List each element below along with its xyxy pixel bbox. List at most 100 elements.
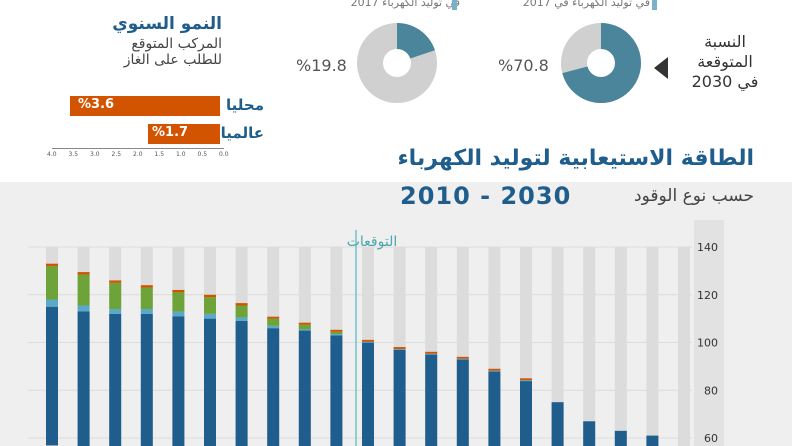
background-bar (583, 247, 596, 446)
bar-segment (235, 305, 248, 318)
bar-segment-blue (456, 359, 469, 446)
growth-axis-tick: 0.5 (197, 151, 208, 158)
global-growth-label: عالميا (220, 124, 264, 142)
gas-growth-heading: النمو السنوي المركب المتوقع للطلب على ال… (80, 14, 222, 68)
y-tick-label: 120 (697, 289, 718, 302)
global-growth-bar (148, 124, 220, 144)
bar-segment-blue (646, 435, 659, 446)
donut-left-arc (357, 23, 437, 103)
bar-segment-blue (204, 318, 216, 446)
bar-segment (330, 329, 343, 332)
bar-segment-blue (330, 335, 343, 446)
bar-segment (520, 380, 532, 382)
bar-segment-blue (614, 430, 627, 446)
background-bar (614, 247, 627, 446)
growth-axis-tick: 3.0 (90, 151, 100, 158)
bar-segment (330, 334, 343, 336)
y-axis-strip (694, 220, 724, 446)
forecast-label: التوقعات (347, 234, 398, 250)
domestic-growth-bar (70, 96, 220, 116)
gas-growth-title: النمو السنوي (112, 14, 222, 34)
chart-subtitle: حسب نوع الوقود (634, 186, 754, 206)
growth-axis-tick: 4.0 (47, 151, 57, 158)
bar-segment-blue (298, 330, 311, 446)
growth-axis-tick: 1.5 (154, 151, 165, 158)
bar-segment-blue (362, 342, 374, 446)
chart-years: 2010 - 2030 (400, 182, 572, 210)
bar-segment (140, 309, 153, 314)
domestic-growth-label: محليا (226, 96, 264, 114)
bar-segment (140, 287, 153, 310)
bar-segment (109, 282, 122, 310)
bar-segment-blue (425, 354, 438, 446)
bar-segment (330, 331, 343, 335)
bar-segment (46, 266, 58, 300)
bar-segment (456, 358, 469, 360)
gas-growth-subtitle2: للطلب على الغاز (123, 52, 222, 68)
y-tick-label: 60 (704, 432, 718, 445)
bar-segment (393, 348, 406, 350)
bar-segment (46, 299, 58, 307)
bar-segment (204, 313, 216, 319)
growth-axis-tick: 1.0 (176, 151, 186, 158)
projected-line2: المتوقعة (697, 52, 753, 71)
projected-line3: في 2030 (691, 72, 759, 91)
growth-axis-tick: 2.5 (111, 151, 122, 158)
bar-segment (488, 368, 501, 371)
bar-segment (362, 341, 374, 343)
bar-segment (267, 316, 280, 319)
bar-segment (298, 322, 311, 325)
bar-segment-blue (77, 311, 90, 446)
bar-segment (172, 289, 185, 293)
bar-segment (140, 285, 153, 288)
y-tick-label: 80 (704, 384, 718, 397)
bar-segment-blue (583, 421, 596, 446)
bar-segment (77, 274, 90, 306)
background-bar (646, 247, 659, 446)
bar-segment (235, 303, 248, 306)
bar-segment-blue (488, 371, 501, 446)
domestic-growth-value: %3.6 (78, 97, 115, 112)
caption-marker-right (652, 0, 657, 10)
bar-segment (267, 325, 280, 329)
bar-segment (172, 311, 185, 317)
bar-segment (172, 292, 185, 312)
bar-segment (109, 309, 122, 314)
background-bar (551, 247, 564, 446)
y-tick-label: 140 (697, 241, 718, 254)
global-growth-value: %1.7 (152, 125, 189, 140)
donut-left-caption: في توليد الكهرباء 2017 (350, 0, 460, 9)
donut-right-arc (561, 23, 641, 103)
bar-segment (425, 351, 438, 354)
bar-segment-blue (520, 380, 532, 446)
background-bar (678, 247, 690, 446)
bar-segment-blue (267, 328, 280, 446)
bar-segment (393, 347, 406, 349)
bar-segment (77, 272, 90, 275)
donut-chart-left (357, 23, 437, 103)
donut-right-caption: في توليد الكهرباء في 2017 (522, 0, 650, 9)
growth-axis-tick: 2.0 (133, 151, 143, 158)
donut-chart-right (561, 23, 641, 103)
chart-title: الطاقة الاستيعابية لتوليد الكهرباء (397, 146, 754, 171)
bar-segment (77, 305, 90, 312)
gas-growth-subtitle1: المركب المتوقع (131, 36, 222, 52)
bar-segment-blue (551, 402, 564, 446)
bar-segment-blue (46, 306, 58, 446)
bar-segment-blue (393, 349, 406, 446)
capacity-bar-chart: 60801001201406080100120140التوقعات (28, 220, 724, 446)
bar-segment (488, 370, 501, 372)
growth-axis-line (52, 148, 224, 149)
bar-segment (520, 378, 532, 381)
bar-segment-blue (109, 313, 122, 446)
caption-marker-left (452, 0, 457, 10)
donut-left-value: %19.8 (296, 56, 347, 75)
pointer-triangle-icon (654, 57, 668, 79)
bar-segment (109, 280, 122, 283)
bar-segment (298, 329, 311, 331)
projected-line1: النسبة (704, 32, 746, 51)
bar-segment (46, 263, 58, 267)
growth-axis-tick: 3.5 (68, 151, 79, 158)
donut-right-value: %70.8 (498, 56, 549, 75)
bar-segment (204, 297, 216, 314)
